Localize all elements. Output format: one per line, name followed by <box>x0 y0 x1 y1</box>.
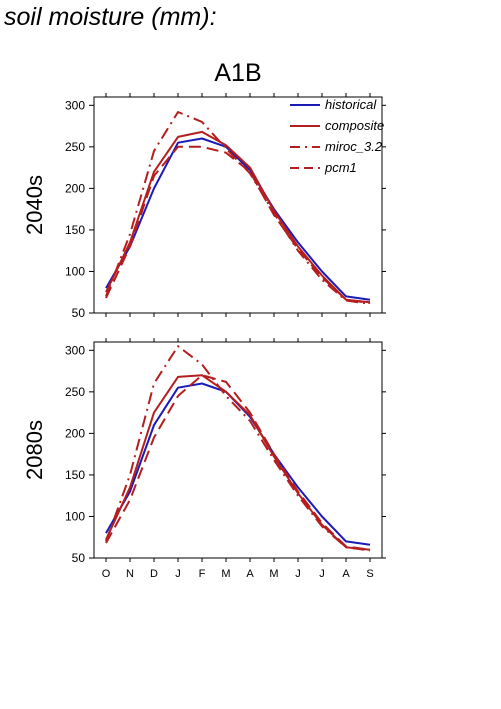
x-tick-label: A <box>342 568 350 580</box>
x-tick-label: D <box>150 568 158 580</box>
chart-panel-2040s: 50 100 150 200 250 300 2040s A1B historical compo… <box>22 59 386 320</box>
y-tick-label: 100 <box>65 509 85 523</box>
x-tick-label: F <box>199 568 206 580</box>
legend-label: historical <box>325 97 377 112</box>
y-tick-label: 300 <box>65 343 85 357</box>
x-tick-label: J <box>319 568 325 580</box>
y-tick-label: 300 <box>65 98 85 112</box>
legend: historical composite miroc_3.2 pcm1 <box>290 97 384 175</box>
x-tick-label: J <box>295 568 301 580</box>
y-tick-label: 250 <box>65 140 85 154</box>
legend-label: composite <box>325 118 384 133</box>
y-tick-label: 250 <box>65 385 85 399</box>
y-tick-label: 100 <box>65 264 85 278</box>
panel-label: 2040s <box>22 175 47 235</box>
chart-panel-2080s: 50 100 150 200 250 300 O N D J F M A M J J A S 2080s <box>22 338 386 580</box>
x-tick-label: A <box>246 568 254 580</box>
series-line-composite <box>105 130 371 304</box>
legend-label: miroc_3.2 <box>325 139 383 154</box>
series-line-historical <box>105 137 371 301</box>
y-tick-label: 200 <box>65 181 85 195</box>
page-title: soil moisture (mm): <box>4 3 217 31</box>
x-tick-label: M <box>269 568 278 580</box>
y-tick-label: 150 <box>65 223 85 237</box>
x-tick-label: N <box>126 568 134 580</box>
series-line-pcm1 <box>105 374 371 551</box>
y-tick-label: 50 <box>72 306 86 320</box>
series-line-pcm1 <box>105 145 371 304</box>
y-tick-label: 150 <box>65 468 85 482</box>
x-tick-label: O <box>102 568 111 580</box>
scenario-title: A1B <box>214 59 261 87</box>
plot-frame <box>93 341 383 559</box>
x-tick-label: S <box>366 568 373 580</box>
legend-label: pcm1 <box>324 160 357 175</box>
plot-frame <box>93 96 383 314</box>
panel-label: 2080s <box>22 420 47 480</box>
series-line-miroc-3-2 <box>105 345 371 552</box>
x-tick-label: M <box>221 568 230 580</box>
y-tick-label: 200 <box>65 426 85 440</box>
series-line-composite <box>105 374 371 551</box>
series-line-miroc-3-2 <box>105 111 371 305</box>
x-tick-label: J <box>175 568 181 580</box>
y-tick-label: 50 <box>72 551 86 565</box>
